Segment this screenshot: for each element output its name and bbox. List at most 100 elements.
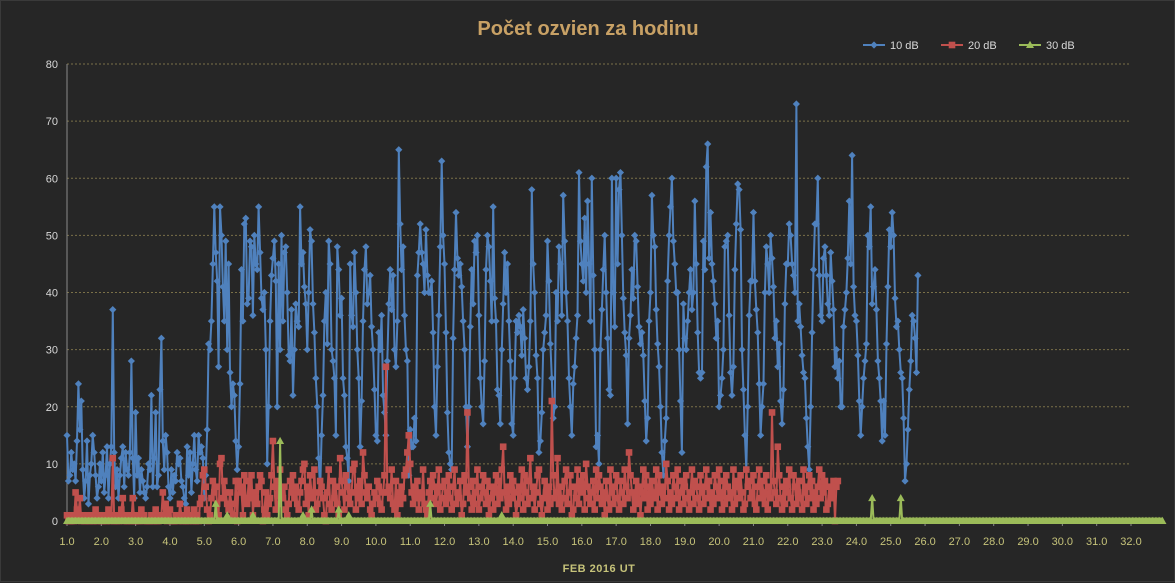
data-point bbox=[765, 288, 773, 297]
data-point bbox=[112, 511, 119, 519]
data-point bbox=[432, 431, 440, 439]
data-point bbox=[769, 283, 778, 291]
data-point bbox=[812, 220, 820, 228]
data-point bbox=[787, 231, 795, 239]
x-tick-label: 11.0 bbox=[400, 536, 421, 548]
data-point bbox=[253, 266, 261, 274]
data-point bbox=[400, 311, 409, 319]
data-point bbox=[167, 465, 175, 474]
data-point bbox=[790, 472, 797, 479]
data-point bbox=[199, 454, 207, 462]
data-point bbox=[578, 260, 586, 268]
data-point bbox=[738, 346, 746, 354]
data-point bbox=[327, 346, 336, 354]
data-point bbox=[176, 500, 184, 508]
data-point bbox=[783, 477, 790, 485]
data-point bbox=[92, 506, 99, 513]
data-point bbox=[810, 506, 817, 513]
data-point bbox=[730, 466, 737, 473]
series-line bbox=[66, 103, 919, 505]
data-point bbox=[450, 266, 459, 274]
data-point bbox=[143, 483, 151, 491]
data-point bbox=[273, 477, 281, 485]
data-point bbox=[521, 334, 529, 342]
data-point bbox=[512, 317, 520, 325]
data-point bbox=[646, 288, 655, 297]
data-point bbox=[313, 403, 321, 411]
data-point bbox=[328, 506, 335, 513]
data-point bbox=[393, 317, 401, 325]
data-point bbox=[749, 208, 758, 217]
data-point bbox=[306, 472, 314, 479]
data-point bbox=[312, 506, 320, 513]
data-point bbox=[149, 483, 157, 491]
data-point bbox=[406, 460, 414, 468]
data-point bbox=[556, 260, 564, 268]
x-tick-label: 3.0 bbox=[128, 536, 143, 548]
data-point bbox=[73, 506, 81, 513]
data-point bbox=[426, 499, 435, 507]
data-point bbox=[303, 346, 311, 354]
data-point bbox=[767, 494, 774, 502]
data-point bbox=[708, 489, 716, 496]
data-point bbox=[858, 403, 866, 411]
series-layer bbox=[63, 100, 1167, 525]
data-point bbox=[452, 500, 460, 508]
data-point bbox=[583, 197, 592, 205]
data-point bbox=[675, 506, 683, 513]
data-point bbox=[88, 511, 95, 519]
data-point bbox=[621, 328, 629, 337]
data-point bbox=[784, 260, 792, 268]
data-point bbox=[632, 237, 640, 245]
data-point bbox=[593, 431, 602, 439]
data-point bbox=[180, 494, 188, 502]
data-point bbox=[732, 220, 740, 228]
data-point bbox=[872, 306, 881, 314]
data-point bbox=[373, 437, 381, 445]
data-point bbox=[559, 494, 567, 502]
data-point bbox=[139, 477, 147, 485]
data-point bbox=[528, 186, 536, 194]
data-point bbox=[159, 489, 167, 496]
x-tick-label: 14.0 bbox=[502, 536, 523, 548]
data-point bbox=[671, 483, 679, 491]
data-point bbox=[577, 477, 584, 485]
data-point bbox=[326, 260, 334, 268]
data-point bbox=[96, 511, 104, 519]
data-point bbox=[797, 323, 805, 331]
data-point bbox=[489, 203, 497, 211]
data-point bbox=[340, 391, 349, 399]
data-point bbox=[627, 472, 634, 479]
data-point bbox=[534, 472, 541, 479]
data-point bbox=[599, 489, 607, 496]
data-point bbox=[475, 311, 483, 319]
data-point bbox=[678, 477, 686, 485]
legend-item: 30 dB bbox=[1019, 40, 1075, 52]
data-point bbox=[256, 472, 264, 479]
data-point bbox=[677, 489, 684, 496]
data-point bbox=[302, 300, 310, 308]
data-point bbox=[681, 334, 689, 342]
data-point bbox=[495, 391, 503, 399]
data-point bbox=[466, 323, 474, 331]
data-point bbox=[885, 226, 893, 234]
data-point bbox=[307, 237, 316, 245]
data-point bbox=[741, 500, 749, 508]
data-point bbox=[628, 489, 636, 496]
data-point bbox=[162, 431, 170, 439]
data-point bbox=[584, 483, 591, 491]
data-point bbox=[668, 500, 676, 508]
data-point bbox=[691, 477, 699, 485]
data-point bbox=[655, 472, 663, 479]
data-point bbox=[797, 494, 804, 502]
data-point bbox=[573, 311, 582, 319]
data-point bbox=[827, 248, 835, 257]
data-point bbox=[112, 483, 120, 491]
data-point bbox=[687, 489, 694, 496]
data-point bbox=[558, 506, 566, 513]
data-point bbox=[110, 448, 118, 457]
data-point bbox=[241, 472, 248, 479]
data-point bbox=[610, 500, 617, 508]
data-point bbox=[225, 260, 233, 268]
data-point bbox=[399, 243, 407, 251]
